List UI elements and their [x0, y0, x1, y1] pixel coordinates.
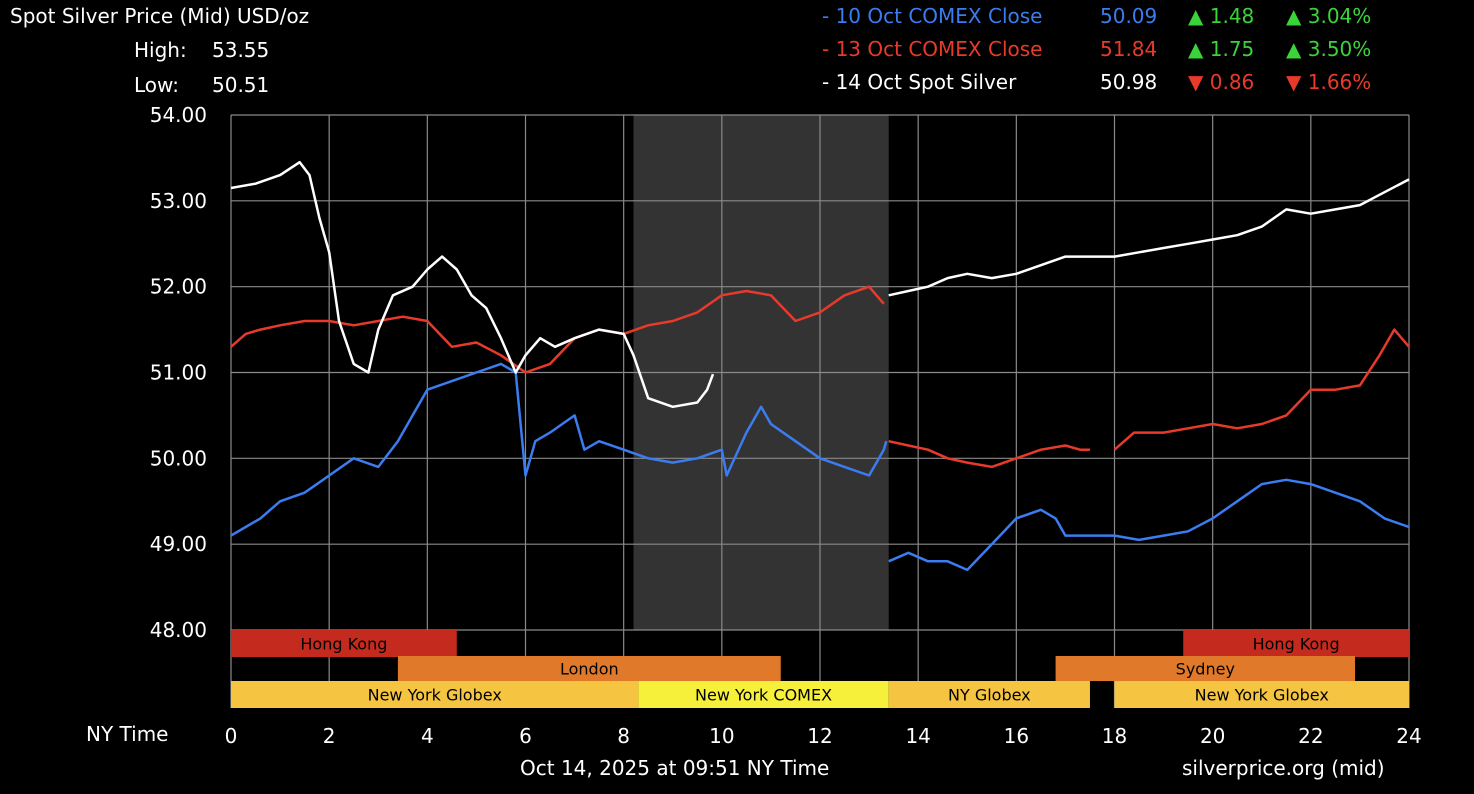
x-tick-label: 20	[1200, 724, 1225, 748]
series-line-1-0	[230, 285, 885, 374]
high-label: High:	[134, 38, 187, 62]
y-tick-label: 49.00	[150, 532, 207, 556]
x-tick-label: 10	[709, 724, 734, 748]
x-tick-label: 22	[1298, 724, 1323, 748]
legend-price-13oct: 51.84	[1100, 37, 1158, 61]
session-label: New York COMEX	[695, 686, 832, 705]
x-tick-label: 24	[1396, 724, 1421, 748]
session-label: Hong Kong	[1253, 635, 1340, 654]
session-bar	[231, 630, 457, 657]
legend-price-14oct: 50.98	[1100, 70, 1158, 94]
high-value: 53.55	[212, 38, 270, 62]
session-bar	[231, 681, 639, 708]
session-bar	[1055, 656, 1356, 681]
x-tick-label: 4	[421, 724, 434, 748]
session-bar	[1114, 681, 1409, 708]
timestamp: Oct 14, 2025 at 09:51 NY Time	[520, 756, 830, 780]
series-line-2-0	[230, 160, 715, 409]
legend-pct-10oct: ▲ 3.04%	[1286, 4, 1372, 28]
chart-title: Spot Silver Price (Mid) USD/oz	[10, 4, 310, 28]
session-bar	[888, 681, 1090, 708]
session-label: New York Globex	[1195, 686, 1329, 705]
legend-change-14oct: ▼ 0.86	[1188, 70, 1255, 94]
x-tick-label: 16	[1004, 724, 1029, 748]
x-tick-label: 12	[807, 724, 832, 748]
legend-pct-14oct: ▼ 1.66%	[1286, 70, 1372, 94]
price-series	[230, 160, 1410, 572]
x-tick-label: 2	[323, 724, 336, 748]
low-label: Low:	[134, 73, 180, 97]
series-line-0-1	[888, 478, 1410, 572]
session-label: New York Globex	[368, 686, 502, 705]
y-tick-label: 51.00	[150, 361, 207, 385]
session-label: London	[560, 660, 619, 679]
x-tick-label: 14	[905, 724, 930, 748]
session-bar	[397, 656, 781, 681]
source-link[interactable]: silverprice.org (mid)	[1182, 756, 1385, 780]
x-tick-label: 0	[225, 724, 238, 748]
low-value: 50.51	[212, 73, 270, 97]
legend-change-10oct: ▲ 1.48	[1188, 4, 1255, 28]
series-line-1-1	[888, 439, 1090, 469]
session-label: Hong Kong	[300, 635, 387, 654]
session-label: NY Globex	[948, 686, 1031, 705]
x-tick-label: 8	[617, 724, 630, 748]
y-tick-label: 54.00	[150, 103, 207, 127]
legend-name-10oct: - 10 Oct COMEX Close	[822, 4, 1043, 28]
y-tick-label: 50.00	[150, 446, 207, 470]
market-sessions: Hong Kong Hong Kong London Sydney New York G…	[231, 630, 1409, 708]
series-line-2-1	[888, 178, 1410, 297]
x-tick-label: 18	[1102, 724, 1127, 748]
y-tick-label: 53.00	[150, 189, 207, 213]
session-bar	[1183, 630, 1409, 657]
session-label: Sydney	[1176, 660, 1235, 679]
legend-price-10oct: 50.09	[1100, 4, 1158, 28]
x-tick-label: 6	[519, 724, 532, 748]
legend-name-13oct: - 13 Oct COMEX Close	[822, 37, 1043, 61]
legend-name-14oct: - 14 Oct Spot Silver	[822, 70, 1017, 94]
session-bar	[638, 681, 889, 708]
legend-pct-13oct: ▲ 3.50%	[1286, 37, 1372, 61]
y-axis-ticks: 48.00 49.00 50.00 51.00 52.00 53.00 54.00	[150, 103, 207, 642]
x-axis-label: NY Time	[86, 722, 169, 746]
y-tick-label: 48.00	[150, 618, 207, 642]
series-line-1-2	[1113, 328, 1410, 451]
x-axis-ticks: 0 2 4 6 8 10 12 14 16 18 20 22 24	[225, 724, 1422, 748]
series-line-0-0	[230, 362, 888, 537]
chart-grid	[230, 114, 1410, 708]
legend-change-13oct: ▲ 1.75	[1188, 37, 1255, 61]
y-tick-label: 52.00	[150, 275, 207, 299]
